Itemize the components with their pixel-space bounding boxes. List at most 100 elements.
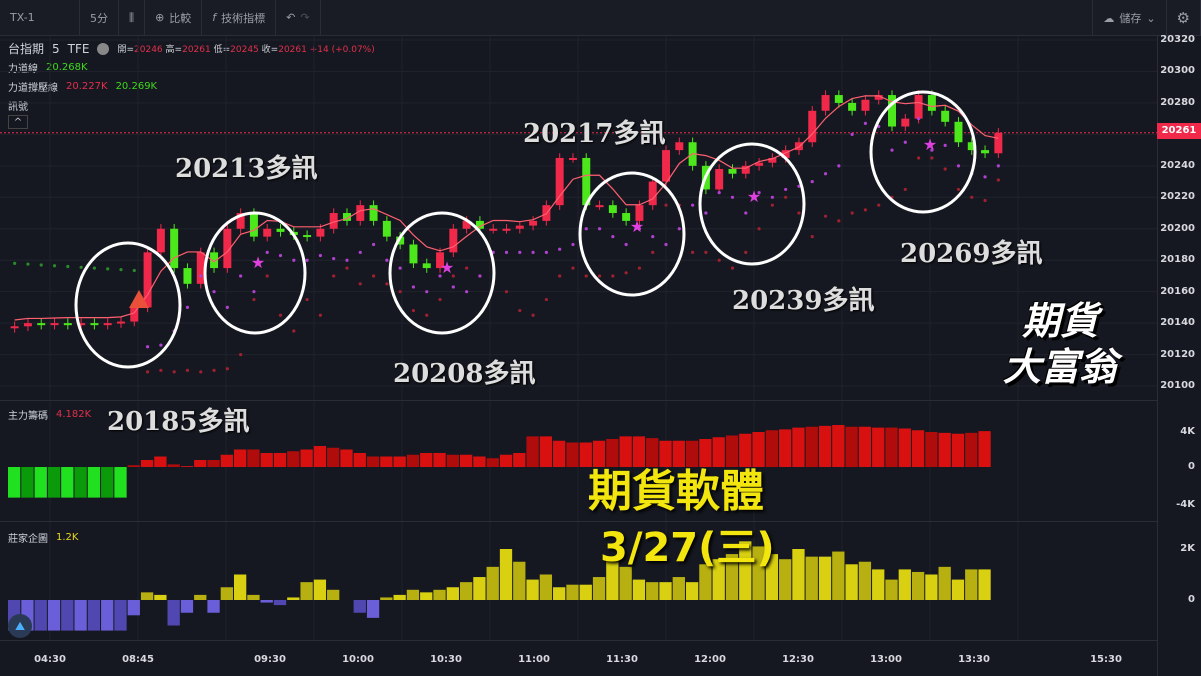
candle <box>608 205 617 214</box>
candle <box>622 213 631 221</box>
zhuang-bar <box>194 594 207 600</box>
zhuang-bar <box>473 577 486 600</box>
zhuang-bar <box>619 566 632 600</box>
main-chip-bar <box>832 425 845 467</box>
compare-button[interactable]: ⊕ 比較 <box>145 0 203 36</box>
zhuang-bar <box>858 561 872 600</box>
logo-text: 期貨 大富翁 <box>1002 299 1117 389</box>
main-chip-bar <box>8 467 21 498</box>
main-chip-bar <box>273 453 287 467</box>
ohlc: 開=20246 高=20261 低=20245 收=20261 +14 (+0.… <box>117 45 375 55</box>
main-chip-bar <box>406 454 420 467</box>
main-chip-bar <box>87 467 101 498</box>
candle <box>568 157 577 160</box>
main-chip-bar <box>965 432 978 467</box>
support-dot <box>757 227 761 231</box>
support-dot <box>863 208 868 212</box>
support-dot <box>305 297 309 302</box>
compare-label: 比較 <box>169 11 192 25</box>
candle <box>994 132 1003 154</box>
candle <box>329 213 338 229</box>
support-dot <box>345 266 349 270</box>
interval-selector[interactable]: 5分 <box>80 0 119 36</box>
chart-type-button[interactable]: ⫼ <box>119 0 146 36</box>
app-logo-button[interactable]: ⛰ <box>8 614 32 638</box>
zhuang-bar <box>632 579 646 600</box>
support-dot <box>451 274 455 278</box>
undo-icon[interactable]: ↶ <box>286 11 296 24</box>
settings-button[interactable]: ⚙ <box>1167 0 1201 36</box>
main-chip-bar <box>486 458 499 467</box>
signal-dot <box>916 117 921 121</box>
save-button[interactable]: ☁ 儲存 ⌄ <box>1092 0 1167 36</box>
candle <box>834 95 843 103</box>
candle <box>342 213 351 221</box>
time-tick: 10:30 <box>430 654 462 665</box>
signal-dot <box>704 211 708 215</box>
main-chip-bar <box>911 430 925 467</box>
main-chip-bar <box>579 442 592 467</box>
candle <box>236 213 245 229</box>
signal-dot <box>385 258 389 262</box>
support-dot <box>584 274 588 278</box>
signal-dot <box>504 250 509 254</box>
signal-dot <box>903 140 907 144</box>
candle <box>648 181 657 206</box>
zhuang-bar <box>845 564 858 600</box>
candle <box>821 95 830 111</box>
pane-divider[interactable] <box>0 521 1157 522</box>
support-dot <box>744 250 748 254</box>
zhuang-bar <box>978 569 991 600</box>
candle <box>422 263 431 269</box>
plus-circle-icon: ⊕ <box>155 11 165 24</box>
main-chip-bar <box>566 442 579 467</box>
support-dot <box>411 308 416 313</box>
support-dot <box>66 264 70 269</box>
signal-dot <box>544 250 548 254</box>
zhuang-bar <box>167 600 180 626</box>
time-tick: 09:30 <box>254 654 286 665</box>
support-dot <box>823 214 828 218</box>
zhuang-bar <box>313 579 327 600</box>
zhuang-bar <box>47 600 61 631</box>
support-dot <box>544 297 548 302</box>
signal-dot <box>305 258 309 262</box>
zhuang-bar <box>872 569 885 600</box>
main-chip-bar <box>220 454 233 467</box>
price-tick: 20100 <box>1160 380 1195 392</box>
price-tick: 20120 <box>1160 348 1195 360</box>
signal-dot <box>744 211 748 215</box>
redo-icon[interactable]: ↷ <box>300 11 310 24</box>
signal-annotation: 20217多訊 <box>523 119 666 149</box>
candle <box>50 323 59 326</box>
main-chip-tick: 4K <box>1180 426 1195 437</box>
symbol-selector[interactable]: TX-1 <box>0 0 80 36</box>
candle <box>808 110 817 143</box>
candle <box>23 323 32 327</box>
indicators-button[interactable]: f 技術指標 <box>202 0 277 36</box>
zhuang-bar <box>446 587 459 600</box>
zhuang-bar <box>659 582 672 600</box>
zhuang-bar <box>233 574 247 600</box>
signal-dot <box>438 274 442 278</box>
time-axis[interactable]: 04:30 08:45 09:30 10:00 10:30 11:00 11:30 12:00… <box>0 640 1157 676</box>
main-chip-bar <box>526 436 539 467</box>
hide-icon[interactable] <box>97 42 110 55</box>
zhuang-bar <box>526 579 539 600</box>
support-dot <box>26 262 30 266</box>
zhuang-bar <box>765 554 779 600</box>
signal-dot <box>730 195 735 199</box>
pane-divider[interactable] <box>0 400 1157 401</box>
candle <box>77 323 86 326</box>
signal-dot <box>345 258 349 262</box>
time-tick: 08:45 <box>122 654 154 665</box>
price-axis[interactable]: 20320 20300 20280 20240 20220 20200 20180 20160… <box>1157 34 1201 676</box>
support-dot <box>385 282 389 286</box>
main-chip-bar <box>473 456 486 467</box>
time-tick: 13:00 <box>870 654 902 665</box>
signal-dot <box>930 148 934 152</box>
candles-icon: ⫼ <box>129 10 135 24</box>
collapse-legend-button[interactable]: ^ <box>8 115 28 129</box>
signal-dot <box>970 172 974 176</box>
zhuang-bar <box>725 554 739 600</box>
